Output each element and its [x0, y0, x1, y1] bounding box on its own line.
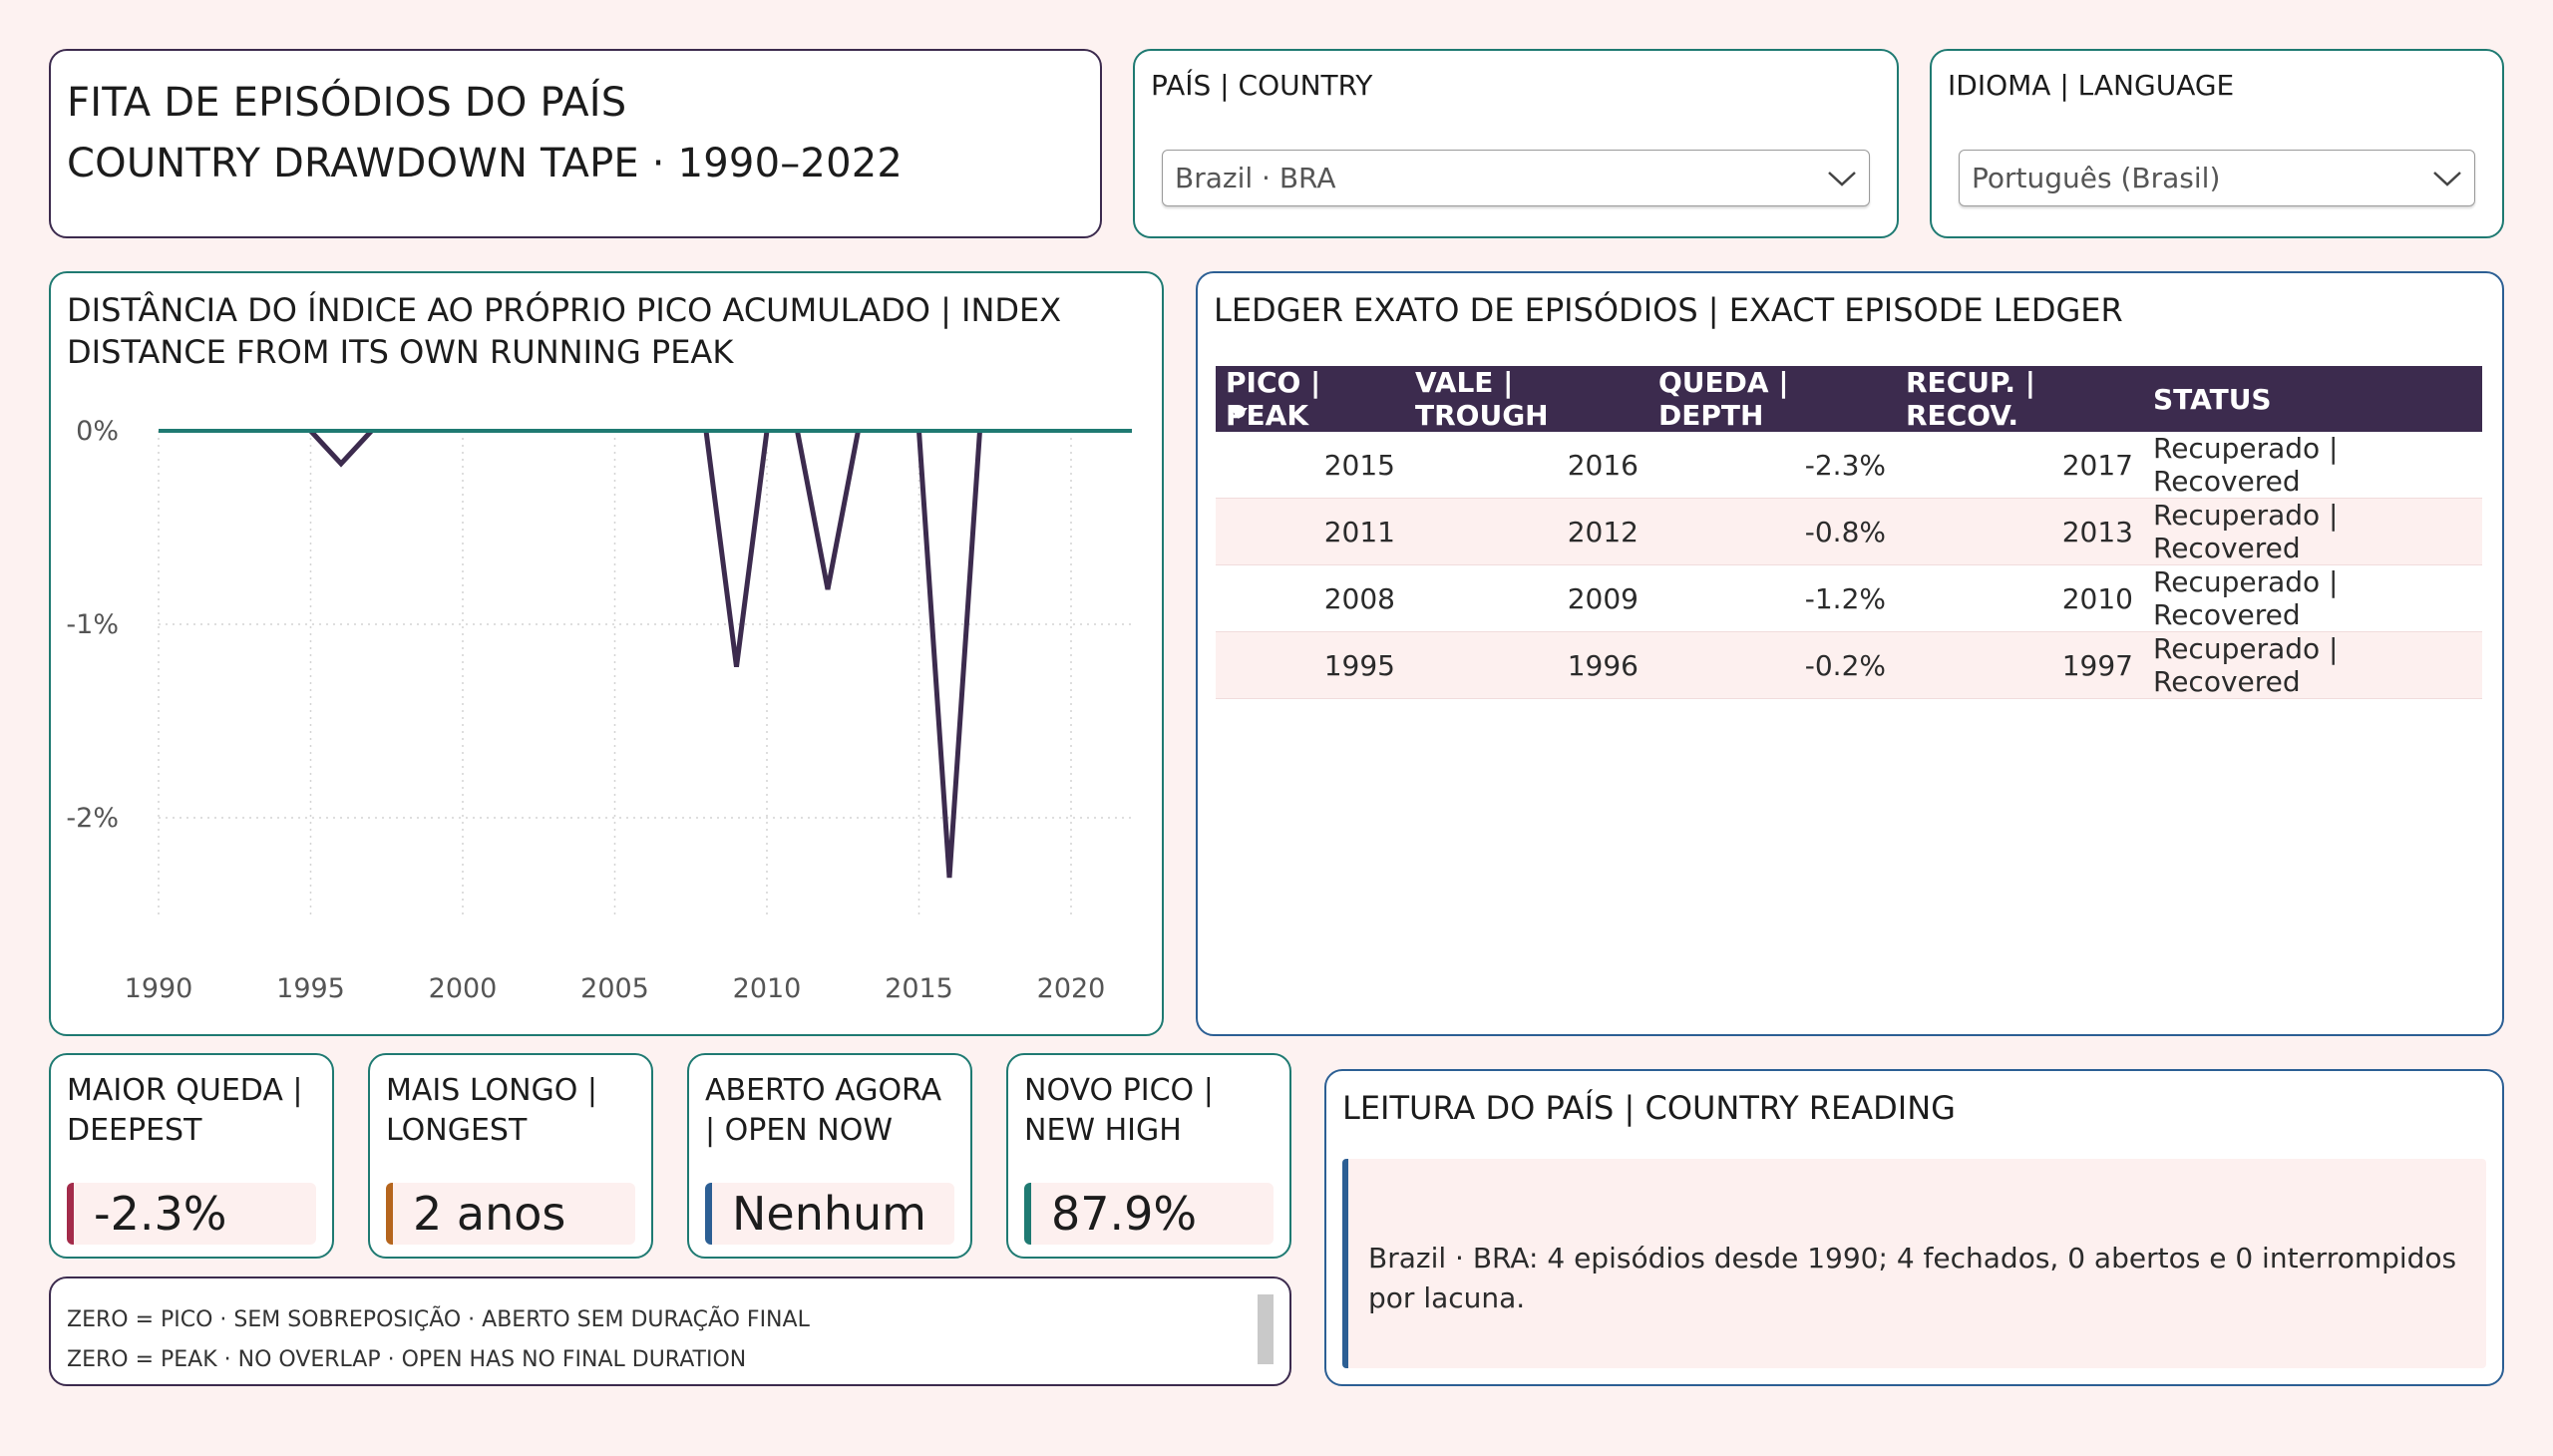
kpi-value-box: 2 anos — [386, 1183, 635, 1245]
drawdown-chart-card: DISTÂNCIA DO ÍNDICE AO PRÓPRIO PICO ACUM… — [49, 271, 1164, 1036]
reading-text: Brazil · BRA: 4 episódios desde 1990; 4 … — [1368, 1242, 2457, 1314]
language-slicer: IDIOMA | LANGUAGE Português (Brasil) — [1930, 49, 2504, 238]
ledger-title: LEDGER EXATO DE EPISÓDIOS | EXACT EPISOD… — [1214, 291, 2123, 329]
page-title-line2: COUNTRY DRAWDOWN TAPE · 1990–2022 — [67, 141, 904, 186]
y-tick-label: -1% — [66, 609, 119, 640]
cell-trough: 1996 — [1405, 631, 1648, 699]
cell-depth: -0.8% — [1648, 498, 1896, 565]
cell-recovery: 1997 — [1896, 631, 2143, 699]
cell-status: Recuperado | Recovered — [2143, 498, 2482, 565]
episode-ledger-table: PICO | PEAK VALE | TROUGH QUEDA | DEPTH … — [1216, 366, 2482, 699]
cell-peak: 1995 — [1216, 631, 1405, 699]
table-row[interactable]: 2008 2009 -1.2% 2010 Recuperado | Recovered — [1216, 564, 2482, 632]
column-header-depth[interactable]: QUEDA | DEPTH — [1648, 366, 1896, 432]
chevron-down-icon — [1828, 171, 1856, 186]
country-dropdown-value: Brazil · BRA — [1175, 162, 1336, 194]
x-tick-label: 2010 — [733, 973, 802, 1004]
definitions-note: ZERO = PICO · SEM SOBREPOSIÇÃO · ABERTO … — [49, 1276, 1291, 1386]
table-row[interactable]: 2015 2016 -2.3% 2017 Recuperado | Recovered — [1216, 432, 2482, 499]
x-tick-label: 1990 — [125, 973, 193, 1004]
y-tick-label: 0% — [76, 416, 119, 447]
kpi-label: MAIS LONGO | LONGEST — [386, 1073, 598, 1148]
x-tick-label: 2005 — [580, 973, 649, 1004]
cell-trough: 2009 — [1405, 564, 1648, 632]
reading-box: Brazil · BRA: 4 episódios desde 1990; 4 … — [1342, 1159, 2486, 1368]
kpi-value-box: Nenhum — [705, 1183, 954, 1245]
chart-title-line1: DISTÂNCIA DO ÍNDICE AO PRÓPRIO PICO ACUM… — [67, 291, 1062, 329]
x-tick-label: 1995 — [276, 973, 345, 1004]
kpi-value: Nenhum — [732, 1187, 926, 1241]
table-row[interactable]: 2011 2012 -0.8% 2013 Recuperado | Recovered — [1216, 498, 2482, 565]
language-slicer-label: IDIOMA | LANGUAGE — [1948, 69, 2235, 102]
kpi-label: MAIOR QUEDA | DEEPEST — [67, 1073, 303, 1148]
chevron-down-icon — [2433, 171, 2461, 186]
kpi-value: 87.9% — [1051, 1187, 1198, 1241]
kpi-deepest: MAIOR QUEDA | DEEPEST -2.3% — [49, 1053, 334, 1259]
drawdown-chart: 1990 1995 2000 2005 2010 2015 2020 0% -1% -2% — [66, 416, 1132, 1004]
cell-depth: -0.2% — [1648, 631, 1896, 699]
x-tick-label: 2015 — [885, 973, 953, 1004]
title-card: FITA DE EPISÓDIOS DO PAÍS COUNTRY DRAWDO… — [49, 49, 1102, 238]
column-header-trough[interactable]: VALE | TROUGH — [1405, 366, 1648, 432]
drawdown-episode-line — [703, 430, 770, 667]
episode-ledger-card: LEDGER EXATO DE EPISÓDIOS | EXACT EPISOD… — [1196, 271, 2504, 1036]
column-header-recovery[interactable]: RECUP. | RECOV. — [1896, 366, 2143, 432]
sort-desc-icon[interactable] — [1230, 408, 1248, 419]
x-tick-label: 2000 — [429, 973, 498, 1004]
cell-peak: 2015 — [1216, 432, 1405, 499]
table-row[interactable]: 1995 1996 -0.2% 1997 Recuperado | Recovered — [1216, 631, 2482, 699]
language-dropdown-value: Português (Brasil) — [1972, 162, 2221, 194]
cell-recovery: 2017 — [1896, 432, 2143, 499]
kpi-value: -2.3% — [94, 1187, 227, 1241]
kpi-value-box: 87.9% — [1024, 1183, 1274, 1245]
country-dropdown[interactable]: Brazil · BRA — [1162, 150, 1870, 206]
y-tick-label: -2% — [66, 803, 119, 834]
column-header-status[interactable]: STATUS — [2143, 366, 2482, 432]
cell-trough: 2016 — [1405, 432, 1648, 499]
cell-status: Recuperado | Recovered — [2143, 631, 2482, 699]
country-reading-card: LEITURA DO PAÍS | COUNTRY READING Brazil… — [1324, 1069, 2504, 1386]
cell-trough: 2012 — [1405, 498, 1648, 565]
note-scrollbar[interactable] — [1258, 1294, 1274, 1364]
drawdown-episode-line — [308, 429, 374, 468]
kpi-new-high: NOVO PICO | NEW HIGH 87.9% — [1006, 1053, 1291, 1259]
note-line-en: ZERO = PEAK · NO OVERLAP · OPEN HAS NO F… — [67, 1347, 747, 1372]
x-tick-label: 2020 — [1037, 973, 1106, 1004]
drawdown-episode-line — [916, 430, 982, 879]
kpi-label: ABERTO AGORA | OPEN NOW — [705, 1073, 942, 1148]
page-title-line1: FITA DE EPISÓDIOS DO PAÍS — [67, 80, 627, 126]
cell-recovery: 2013 — [1896, 498, 2143, 565]
note-line-pt: ZERO = PICO · SEM SOBREPOSIÇÃO · ABERTO … — [67, 1307, 810, 1332]
language-dropdown[interactable]: Português (Brasil) — [1959, 150, 2475, 206]
cell-depth: -2.3% — [1648, 432, 1896, 499]
kpi-value: 2 anos — [413, 1187, 566, 1241]
drawdown-episode-line — [795, 430, 861, 590]
column-header-peak-label: PICO | PEAK — [1226, 366, 1321, 432]
reading-title: LEITURA DO PAÍS | COUNTRY READING — [1342, 1089, 1956, 1127]
column-header-peak[interactable]: PICO | PEAK — [1216, 366, 1405, 432]
ledger-header-row: PICO | PEAK VALE | TROUGH QUEDA | DEPTH … — [1216, 366, 2482, 432]
country-slicer-label: PAÍS | COUNTRY — [1151, 69, 1373, 102]
kpi-open-now: ABERTO AGORA | OPEN NOW Nenhum — [687, 1053, 972, 1259]
kpi-value-box: -2.3% — [67, 1183, 316, 1245]
country-slicer: PAÍS | COUNTRY Brazil · BRA — [1133, 49, 1899, 238]
cell-depth: -1.2% — [1648, 564, 1896, 632]
cell-peak: 2008 — [1216, 564, 1405, 632]
kpi-label: NOVO PICO | NEW HIGH — [1024, 1073, 1214, 1148]
chart-title-line2: DISTANCE FROM ITS OWN RUNNING PEAK — [67, 333, 734, 371]
kpi-longest: MAIS LONGO | LONGEST 2 anos — [368, 1053, 653, 1259]
cell-status: Recuperado | Recovered — [2143, 564, 2482, 632]
cell-recovery: 2010 — [1896, 564, 2143, 632]
cell-status: Recuperado | Recovered — [2143, 432, 2482, 499]
cell-peak: 2011 — [1216, 498, 1405, 565]
